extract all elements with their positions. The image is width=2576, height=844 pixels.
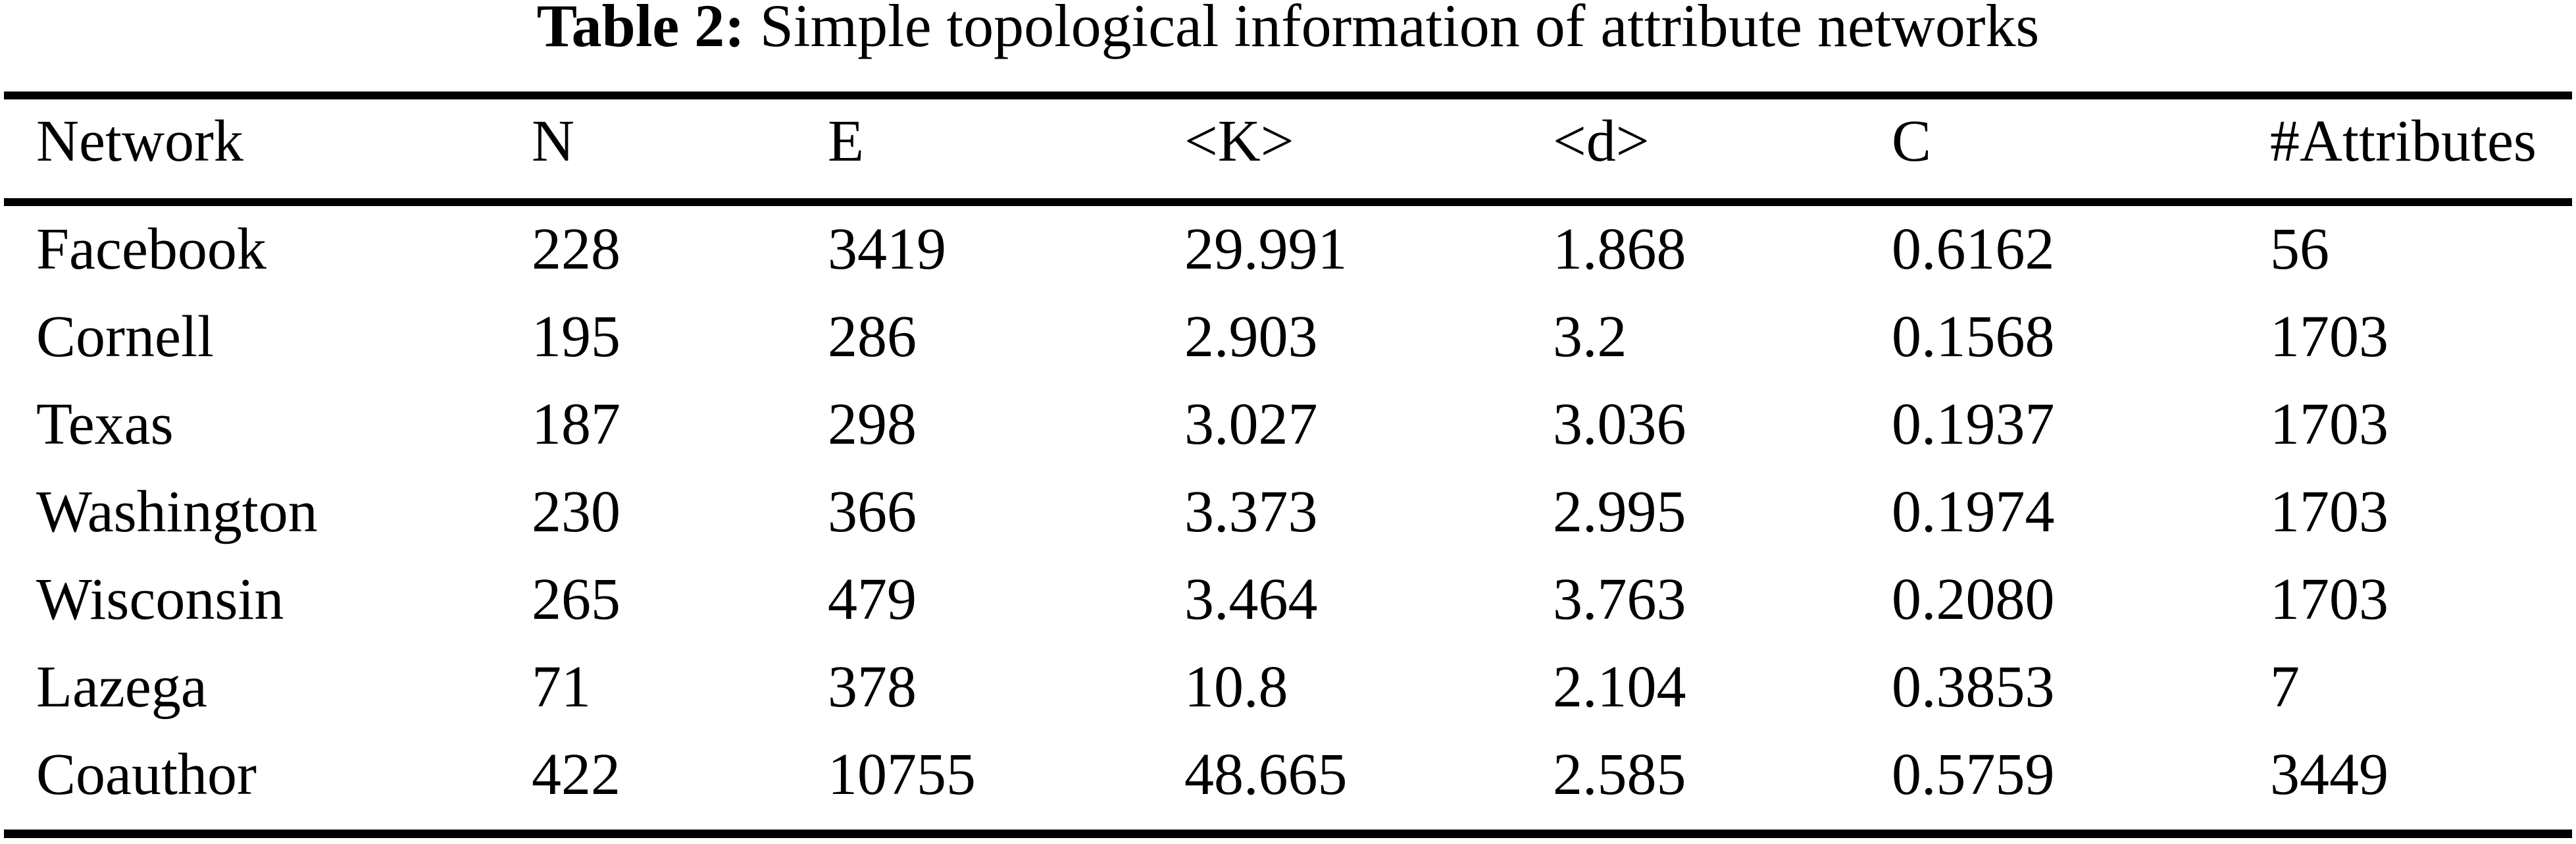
cell-attributes: 1703: [2270, 567, 2388, 632]
cell-avg-dist: 3.763: [1553, 567, 1686, 632]
cell-n: 195: [532, 304, 620, 369]
cell-n: 265: [532, 567, 620, 632]
column-header-attributes: #Attributes: [2270, 109, 2537, 174]
table-bottom-rule: [4, 830, 2572, 838]
cell-attributes: 3449: [2270, 742, 2388, 807]
cell-avg-degree: 48.665: [1184, 742, 1348, 807]
column-header-c: C: [1892, 109, 1932, 174]
cell-c: 0.1974: [1892, 479, 2055, 544]
cell-n: 230: [532, 479, 620, 544]
cell-attributes: 1703: [2270, 479, 2388, 544]
cell-attributes: 56: [2270, 217, 2329, 282]
table-row-facebook: Facebook 228 3419 29.991 1.868 0.6162 56: [0, 205, 2576, 293]
cell-c: 0.1568: [1892, 304, 2055, 369]
cell-e: 10755: [828, 742, 976, 807]
cell-e: 286: [828, 304, 917, 369]
table-row-texas: Texas 187 298 3.027 3.036 0.1937 1703: [0, 381, 2576, 468]
cell-e: 366: [828, 479, 917, 544]
cell-e: 298: [828, 392, 917, 457]
table-row-cornell: Cornell 195 286 2.903 3.2 0.1568 1703: [0, 293, 2576, 381]
cell-avg-degree: 10.8: [1184, 654, 1288, 720]
cell-avg-degree: 3.464: [1184, 567, 1318, 632]
cell-avg-dist: 2.585: [1553, 742, 1686, 807]
cell-avg-dist: 3.036: [1553, 392, 1686, 457]
cell-avg-dist: 1.868: [1553, 217, 1686, 282]
table-row-lazega: Lazega 71 378 10.8 2.104 0.3853 7: [0, 643, 2576, 731]
cell-network: Lazega: [36, 654, 207, 720]
cell-network: Coauthor: [36, 742, 257, 807]
column-header-avg-dist: <d>: [1553, 109, 1650, 174]
cell-avg-dist: 3.2: [1553, 304, 1627, 369]
table-top-rule: [4, 92, 2572, 99]
column-header-e: E: [828, 109, 864, 174]
cell-avg-degree: 2.903: [1184, 304, 1318, 369]
cell-network: Facebook: [36, 217, 266, 282]
cell-n: 422: [532, 742, 620, 807]
cell-network: Cornell: [36, 304, 214, 369]
cell-c: 0.3853: [1892, 654, 2055, 720]
cell-attributes: 1703: [2270, 392, 2388, 457]
column-header-n: N: [532, 109, 574, 174]
table-row-coauthor: Coauthor 422 10755 48.665 2.585 0.5759 3…: [0, 731, 2576, 818]
cell-n: 228: [532, 217, 620, 282]
cell-c: 0.6162: [1892, 217, 2055, 282]
table-header-rule: [4, 198, 2572, 206]
cell-attributes: 7: [2270, 654, 2300, 720]
cell-attributes: 1703: [2270, 304, 2388, 369]
cell-c: 0.1937: [1892, 392, 2055, 457]
cell-e: 3419: [828, 217, 946, 282]
column-header-avg-degree: <K>: [1184, 109, 1294, 174]
table-caption: Table 2: Simple topological information …: [0, 0, 2576, 56]
cell-network: Texas: [36, 392, 174, 457]
cell-e: 378: [828, 654, 917, 720]
cell-c: 0.2080: [1892, 567, 2055, 632]
cell-avg-degree: 3.373: [1184, 479, 1318, 544]
cell-avg-degree: 29.991: [1184, 217, 1348, 282]
cell-avg-dist: 2.995: [1553, 479, 1686, 544]
cell-network: Washington: [36, 479, 318, 544]
cell-n: 187: [532, 392, 620, 457]
table-row-washington: Washington 230 366 3.373 2.995 0.1974 17…: [0, 468, 2576, 556]
cell-e: 479: [828, 567, 917, 632]
table-header-row: Network N E <K> <d> C #Attributes: [0, 99, 2576, 184]
table-caption-label: Table 2:: [536, 0, 745, 59]
table-row-wisconsin: Wisconsin 265 479 3.464 3.763 0.2080 170…: [0, 556, 2576, 643]
column-header-network: Network: [36, 109, 243, 174]
cell-c: 0.5759: [1892, 742, 2055, 807]
cell-avg-dist: 2.104: [1553, 654, 1686, 720]
cell-network: Wisconsin: [36, 567, 284, 632]
cell-avg-degree: 3.027: [1184, 392, 1318, 457]
cell-n: 71: [532, 654, 591, 720]
table-caption-text: Simple topological information of attrib…: [759, 0, 2040, 59]
